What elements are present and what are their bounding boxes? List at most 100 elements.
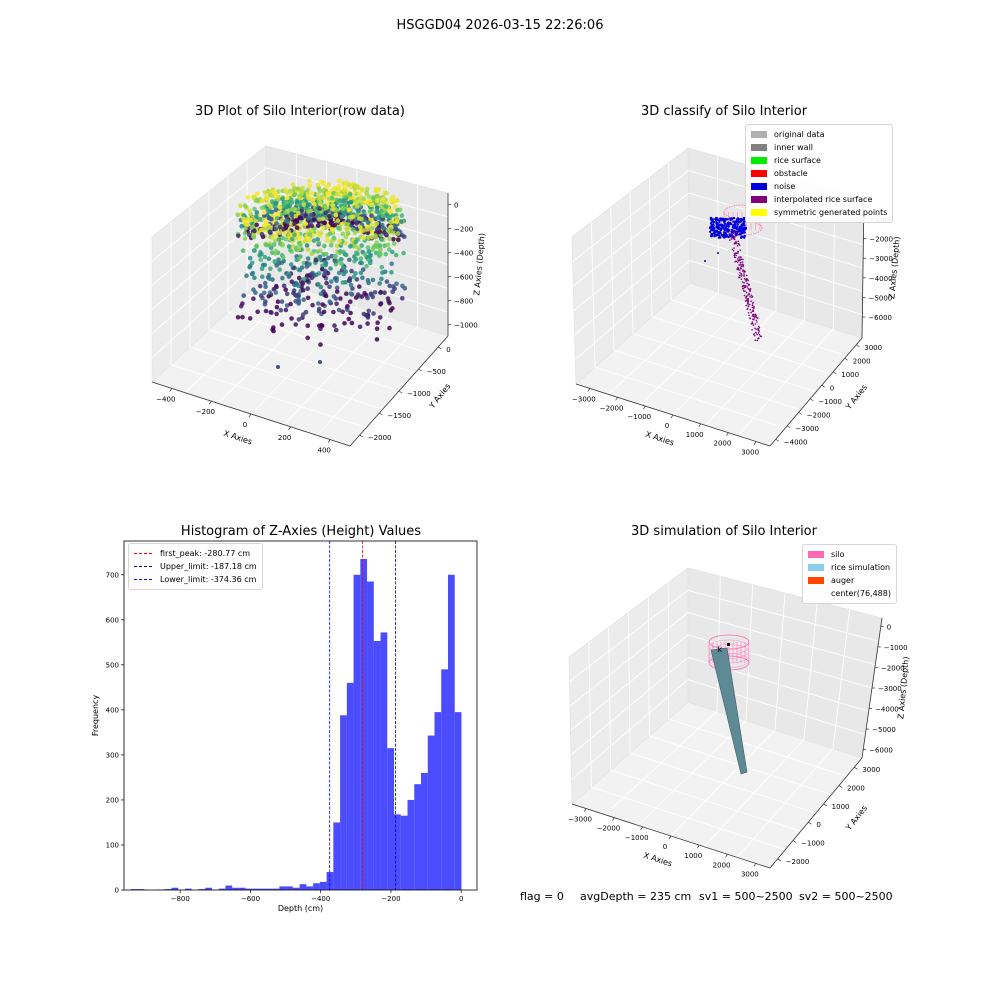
plot1-point [356, 208, 361, 214]
plot1-point [378, 290, 383, 295]
plot1-y-tick [438, 346, 442, 350]
plot1-point [310, 302, 315, 308]
plot4-y-tick-label: −1000 [801, 840, 825, 848]
plot2-interpolated-point [756, 321, 758, 323]
plot1-point [286, 244, 292, 249]
plot2-z-tick-label: −2000 [869, 236, 893, 244]
plot1-point [364, 191, 370, 197]
plot2-noise-point [741, 232, 744, 235]
plot1-point [241, 293, 246, 298]
plot2-noise-point [740, 230, 743, 233]
histogram-bar [245, 888, 253, 890]
plot1-point [324, 238, 330, 243]
plot1-point [284, 303, 290, 308]
plot1-point [371, 195, 376, 200]
plot1-point [373, 233, 378, 238]
plot1-point [385, 296, 391, 301]
plot1-point [299, 191, 304, 196]
plot2-interpolated-point [746, 286, 749, 288]
plot1-point [316, 301, 321, 306]
plot1-point [300, 287, 306, 293]
plot1-point [382, 290, 387, 296]
plot1-point [379, 265, 385, 270]
plot2-interpolated-point [742, 288, 744, 290]
plot2-interpolated-point [732, 230, 734, 232]
plot2-interpolated-point [738, 244, 741, 246]
plot1-point [384, 190, 389, 196]
plot1-point [324, 184, 330, 190]
histogram-y-tick-label: 500 [106, 661, 119, 669]
plot1-point [313, 257, 319, 263]
histogram-y-tick-label: 0 [115, 887, 119, 895]
plot2-interpolated-point [733, 236, 736, 239]
plot2-interpolated-point [756, 339, 759, 342]
plot2-noise-point [741, 218, 744, 221]
plot2-interpolated-point [739, 259, 741, 262]
histogram-x-tick-label: −200 [381, 895, 400, 903]
plot1-point [383, 251, 389, 257]
plot2-noise-point [716, 218, 720, 221]
plot1-point [357, 198, 363, 204]
plot2-interpolated-point [747, 287, 749, 290]
plot1-point [257, 283, 263, 289]
plot1-point [259, 205, 265, 211]
plot2-y-tick [821, 384, 825, 388]
plot1-point [381, 200, 386, 205]
plot1-point [280, 242, 286, 247]
plot1-point [276, 237, 282, 242]
histogram-legend-entry-swatch [134, 553, 152, 554]
histogram-bar [333, 822, 341, 890]
plot2-noise-point [733, 223, 737, 226]
plot1-point [348, 310, 353, 316]
plot2-interpolated-point [730, 238, 733, 240]
histogram-bar [137, 889, 145, 890]
plot1-point [341, 198, 347, 203]
plot1-point [350, 286, 355, 291]
plot2-noise-point [742, 223, 745, 227]
plot2-noise-point [711, 229, 714, 232]
histogram-y-tick-label: 400 [106, 706, 119, 714]
plot1-point [242, 230, 248, 236]
plot1-point [365, 278, 371, 283]
plot1-point [327, 231, 333, 236]
plot1-point [387, 236, 392, 241]
plot1-point [365, 227, 370, 232]
plot1-point [339, 256, 344, 262]
plot1-point [283, 210, 288, 215]
plot1-point [337, 238, 342, 244]
plot1-point [325, 224, 331, 230]
plot2-interpolated-point [740, 261, 742, 264]
histogram-bars [131, 559, 462, 890]
plot2-interpolated-point [737, 259, 740, 262]
plot2-x-tick [642, 405, 646, 410]
plot1-point [305, 273, 310, 278]
plot2-y-tick [798, 411, 802, 415]
plot2-legend-entry-label: symmetric generated points [774, 208, 888, 217]
plot2-legend-entry: rice surface [751, 154, 887, 167]
plot2-interpolated-point [735, 260, 737, 263]
plot1-point [340, 280, 346, 285]
plot2-interpolated-point [754, 334, 756, 337]
plot2-interpolated-point [749, 303, 751, 306]
plot1-point [332, 254, 338, 259]
plot1-point [304, 243, 310, 248]
plot1-point [343, 234, 349, 240]
plot1-point [279, 322, 285, 327]
plot1-point [341, 265, 346, 271]
plot2-noise-point [713, 235, 716, 238]
plot1-point [298, 219, 304, 224]
plot1-point [258, 227, 264, 233]
plot2-interpolated-point [752, 301, 754, 304]
plot2-interpolated-point [737, 258, 739, 260]
plot2-noise-point [713, 231, 716, 234]
plot1-point [345, 230, 351, 235]
histogram-bar [205, 887, 212, 890]
plot1-point [390, 230, 396, 236]
plot2-interpolated-point [738, 274, 741, 277]
plot1-point [366, 249, 372, 254]
plot2-interpolated-point [735, 254, 737, 257]
plot2-interpolated-point [756, 316, 758, 319]
plot1-point [314, 272, 319, 278]
plot1-point [323, 205, 329, 211]
plot2-interpolated-point [742, 265, 745, 268]
